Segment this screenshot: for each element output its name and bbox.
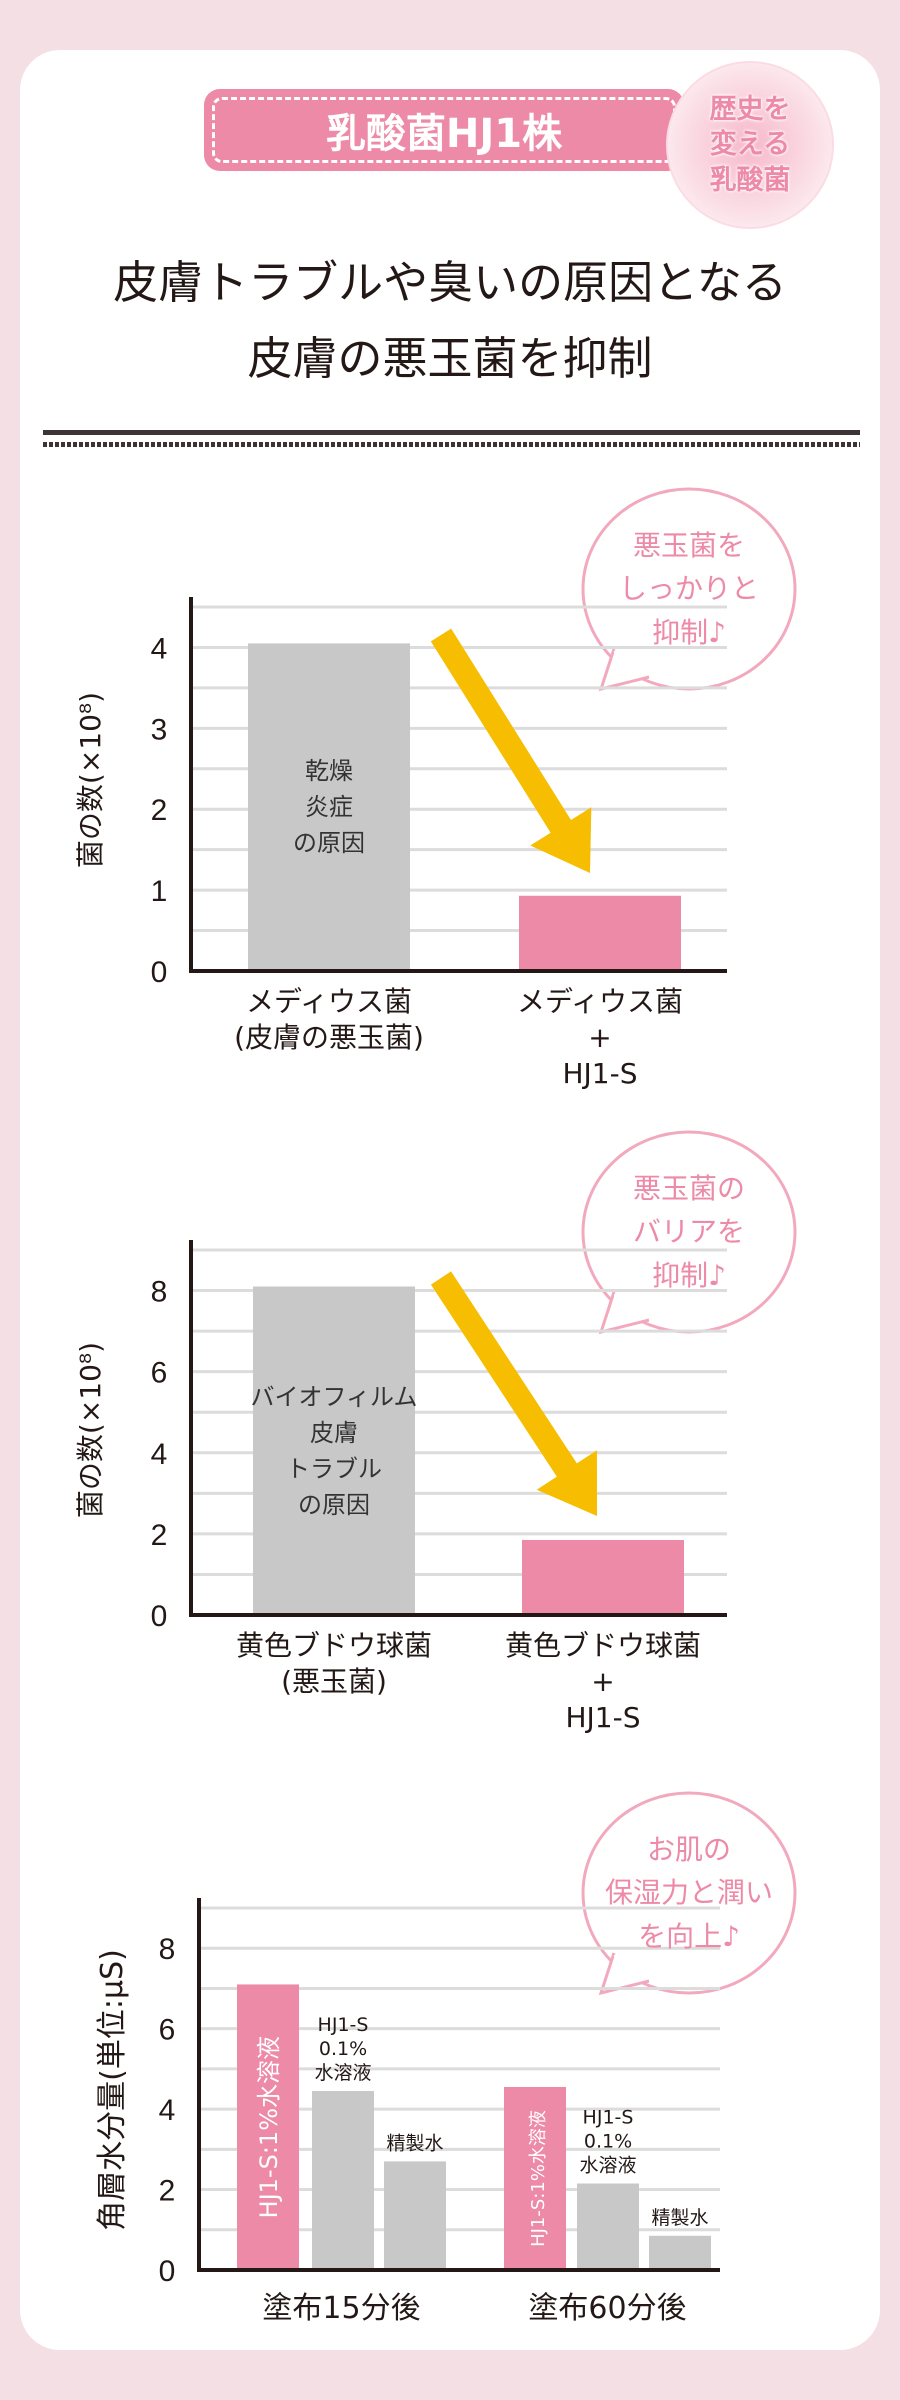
decrease-arrow-icon bbox=[430, 628, 592, 874]
bar-series-label: HJ1-S bbox=[583, 2107, 634, 2129]
y-tick-label: 8 bbox=[159, 1933, 176, 1966]
bar-series-label: HJ1-S:1%水溶液 bbox=[255, 2036, 283, 2218]
x-category-label: + bbox=[588, 1021, 611, 1054]
bar-series-label: 水溶液 bbox=[579, 2155, 636, 2177]
dotted-divider bbox=[43, 442, 860, 447]
y-tick-label: 4 bbox=[151, 632, 168, 665]
speech-bubble-3: お肌の 保湿力と潤い を向上♪ bbox=[584, 1793, 794, 1993]
x-category-label: (皮膚の悪玉菌) bbox=[234, 1021, 424, 1054]
bubble-text: 保湿力と潤い bbox=[604, 1876, 773, 1910]
bar-annotation: の原因 bbox=[298, 1491, 370, 1519]
bar-series-label: 精製水 bbox=[651, 2207, 708, 2229]
bar bbox=[237, 1984, 299, 2270]
bar-annotation: トラブル bbox=[286, 1455, 382, 1483]
bubble-text: を向上♪ bbox=[638, 1919, 740, 1953]
y-axis-label: 菌の数(×10⁸) bbox=[74, 1342, 107, 1518]
divider bbox=[43, 430, 860, 435]
bubble-text: 抑制♪ bbox=[652, 1258, 726, 1292]
x-category-label: + bbox=[591, 1665, 614, 1698]
x-category-label: メディウス菌 bbox=[246, 985, 412, 1018]
bar-annotation: バイオフィルム bbox=[250, 1383, 417, 1411]
bar-series-label: 水溶液 bbox=[314, 2062, 371, 2084]
y-tick-label: 0 bbox=[151, 956, 168, 989]
x-category-label: 塗布60分後 bbox=[528, 2291, 686, 2326]
speech-bubble-fill bbox=[614, 1955, 654, 1979]
headline-line2: 皮膚の悪玉菌を抑制 bbox=[247, 332, 653, 385]
speech-bubble-2: 悪玉菌の バリアを 抑制♪ bbox=[584, 1132, 794, 1332]
headline-line1: 皮膚トラブルや臭いの原因となる bbox=[113, 256, 787, 309]
bubble-text: お肌の bbox=[646, 1832, 731, 1866]
bar bbox=[649, 2235, 711, 2270]
bar bbox=[248, 643, 410, 971]
y-tick-label: 1 bbox=[151, 875, 168, 908]
bar bbox=[312, 2091, 374, 2270]
bar-series-label: 0.1% bbox=[319, 2038, 367, 2060]
bar-series-label: HJ1-S:1%水溶液 bbox=[528, 2110, 549, 2247]
speech-bubble-1: 悪玉菌を しっかりと 抑制♪ bbox=[584, 489, 794, 689]
badge-label: 乳酸菌HJ1株 bbox=[212, 97, 676, 163]
strain-badge: 乳酸菌HJ1株 bbox=[204, 89, 684, 171]
speech-bubble-fill bbox=[614, 1294, 654, 1318]
x-category-label: 黄色ブドウ球菌 bbox=[505, 1629, 701, 1662]
y-tick-label: 4 bbox=[159, 2094, 176, 2127]
x-category-label: HJ1-S bbox=[562, 1057, 637, 1090]
y-tick-label: 0 bbox=[159, 2255, 176, 2288]
seal-line: 乳酸菌 bbox=[709, 164, 791, 196]
bar bbox=[504, 2086, 566, 2270]
y-tick-label: 4 bbox=[151, 1438, 168, 1471]
y-tick-label: 0 bbox=[151, 1600, 168, 1633]
bar bbox=[577, 2183, 639, 2270]
seal-line: 歴史を bbox=[709, 94, 791, 126]
bubble-text: 悪玉菌の bbox=[632, 1171, 745, 1205]
x-category-label: 黄色ブドウ球菌 bbox=[236, 1629, 432, 1662]
bar-series-label: 0.1% bbox=[584, 2131, 632, 2153]
bar bbox=[519, 895, 681, 971]
y-tick-label: 2 bbox=[151, 794, 168, 827]
y-axis-label: 菌の数(×10⁸) bbox=[74, 692, 107, 868]
speech-bubble-fill bbox=[614, 651, 654, 675]
y-axis-label: 角層水分量(単位:μS) bbox=[95, 1949, 130, 2231]
y-tick-label: 2 bbox=[159, 2175, 176, 2208]
bubble-text: バリアを bbox=[632, 1215, 745, 1249]
bubble-text: 抑制♪ bbox=[652, 615, 726, 649]
y-tick-label: 3 bbox=[151, 713, 168, 746]
bubble-text: しっかりと bbox=[618, 572, 759, 606]
bar-annotation: 皮膚 bbox=[310, 1419, 358, 1447]
bar-series-label: 精製水 bbox=[386, 2132, 443, 2154]
seal-line: 変える bbox=[709, 129, 791, 161]
y-tick-label: 6 bbox=[159, 2014, 176, 2047]
bar bbox=[522, 1539, 684, 1615]
x-category-label: メディウス菌 bbox=[517, 985, 683, 1018]
decrease-arrow-icon bbox=[430, 1271, 598, 1517]
x-category-label: 塗布15分後 bbox=[262, 2291, 420, 2326]
speech-bubble-shape bbox=[581, 1791, 797, 1995]
bar-annotation: 乾燥 bbox=[305, 757, 353, 785]
bar bbox=[253, 1286, 415, 1615]
y-tick-label: 8 bbox=[151, 1276, 168, 1309]
y-tick-label: 2 bbox=[151, 1519, 168, 1552]
bubble-text: 悪玉菌を bbox=[632, 528, 745, 562]
bar-annotation: 炎症 bbox=[305, 793, 353, 821]
bar-annotation: の原因 bbox=[293, 829, 365, 857]
seal-badge: 歴史を 変える 乳酸菌 bbox=[666, 61, 834, 229]
x-category-label: HJ1-S bbox=[565, 1701, 640, 1734]
bar bbox=[384, 2161, 446, 2270]
bar-series-label: HJ1-S bbox=[318, 2014, 369, 2036]
x-category-label: (悪玉菌) bbox=[281, 1665, 387, 1698]
y-tick-label: 6 bbox=[151, 1357, 168, 1390]
